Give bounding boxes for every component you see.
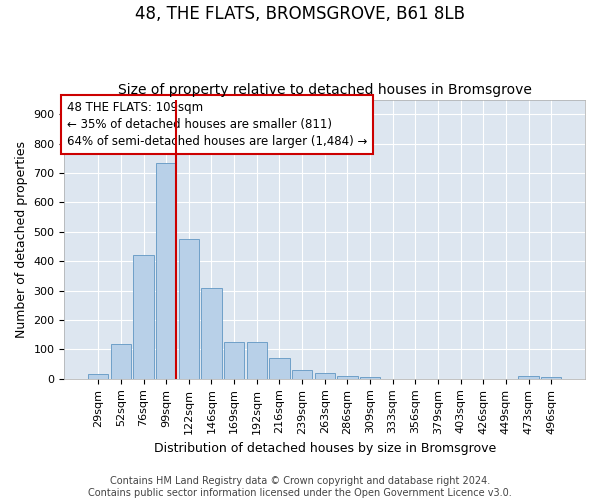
Text: Contains HM Land Registry data © Crown copyright and database right 2024.
Contai: Contains HM Land Registry data © Crown c… bbox=[88, 476, 512, 498]
Bar bbox=[247, 342, 267, 379]
Bar bbox=[541, 378, 562, 379]
Text: 48, THE FLATS, BROMSGROVE, B61 8LB: 48, THE FLATS, BROMSGROVE, B61 8LB bbox=[135, 5, 465, 23]
Bar bbox=[156, 163, 176, 379]
Bar bbox=[224, 342, 244, 379]
Bar bbox=[179, 239, 199, 379]
Bar bbox=[88, 374, 109, 379]
Bar bbox=[314, 373, 335, 379]
Bar bbox=[269, 358, 290, 379]
Bar bbox=[292, 370, 312, 379]
Bar bbox=[337, 376, 358, 379]
Bar bbox=[201, 288, 221, 379]
Title: Size of property relative to detached houses in Bromsgrove: Size of property relative to detached ho… bbox=[118, 83, 532, 97]
Y-axis label: Number of detached properties: Number of detached properties bbox=[15, 140, 28, 338]
Bar bbox=[518, 376, 539, 379]
Bar bbox=[360, 378, 380, 379]
Text: 48 THE FLATS: 109sqm
← 35% of detached houses are smaller (811)
64% of semi-deta: 48 THE FLATS: 109sqm ← 35% of detached h… bbox=[67, 101, 367, 148]
X-axis label: Distribution of detached houses by size in Bromsgrove: Distribution of detached houses by size … bbox=[154, 442, 496, 455]
Bar bbox=[133, 256, 154, 379]
Bar bbox=[111, 344, 131, 379]
